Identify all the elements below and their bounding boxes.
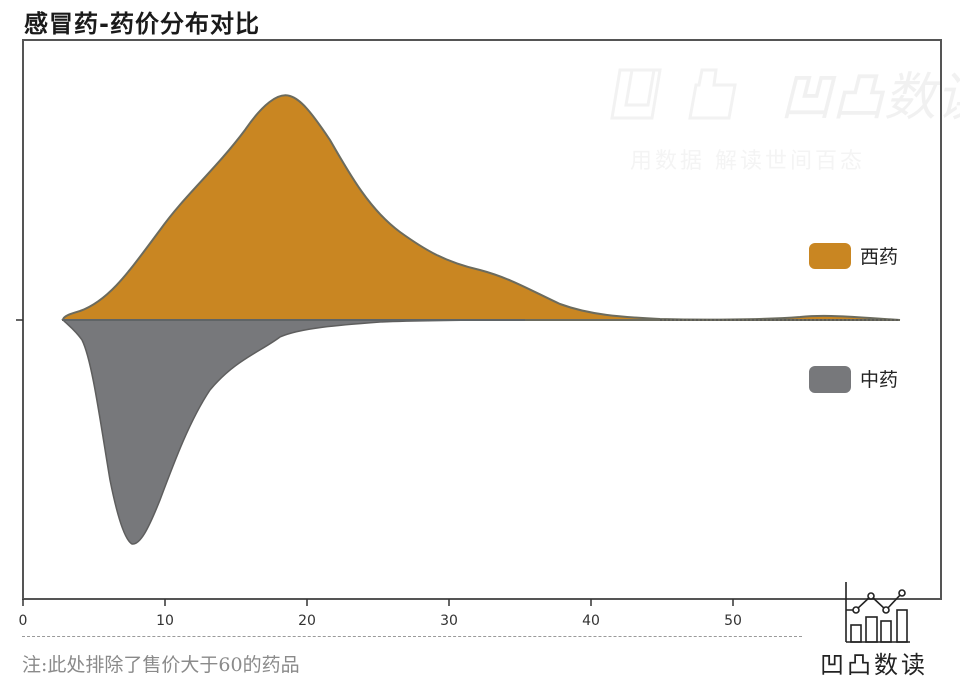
x-tick-label: 30 bbox=[440, 613, 458, 629]
logo-text: 凹凸数读 bbox=[820, 651, 928, 679]
logo-chart-icon bbox=[845, 582, 910, 643]
x-axis: 0 10 20 30 40 50 bbox=[19, 599, 742, 629]
note-divider bbox=[22, 636, 802, 637]
x-tick-label: 20 bbox=[298, 613, 316, 629]
x-tick-label: 50 bbox=[724, 613, 742, 629]
watermark-brand: 凹凸数读 bbox=[780, 68, 960, 128]
legend-label-chinese: 中药 bbox=[860, 369, 898, 391]
chinese-violin bbox=[61, 319, 526, 545]
legend-swatch-western bbox=[809, 243, 851, 269]
legend: 西药 中药 bbox=[809, 243, 898, 393]
watermark: 凹凸数读 用数据 解读世间百态 bbox=[610, 68, 960, 174]
x-tick-label: 40 bbox=[582, 613, 600, 629]
chart-title: 感冒药-药价分布对比 bbox=[24, 10, 260, 38]
legend-swatch-chinese bbox=[809, 366, 851, 393]
western-violin bbox=[61, 94, 901, 321]
legend-label-western: 西药 bbox=[860, 246, 898, 268]
x-tick-label: 0 bbox=[19, 613, 28, 629]
x-tick-label: 10 bbox=[156, 613, 174, 629]
watermark-slogan: 用数据 解读世间百态 bbox=[630, 149, 865, 174]
footnote: 注:此处排除了售价大于60的药品 bbox=[22, 654, 300, 676]
